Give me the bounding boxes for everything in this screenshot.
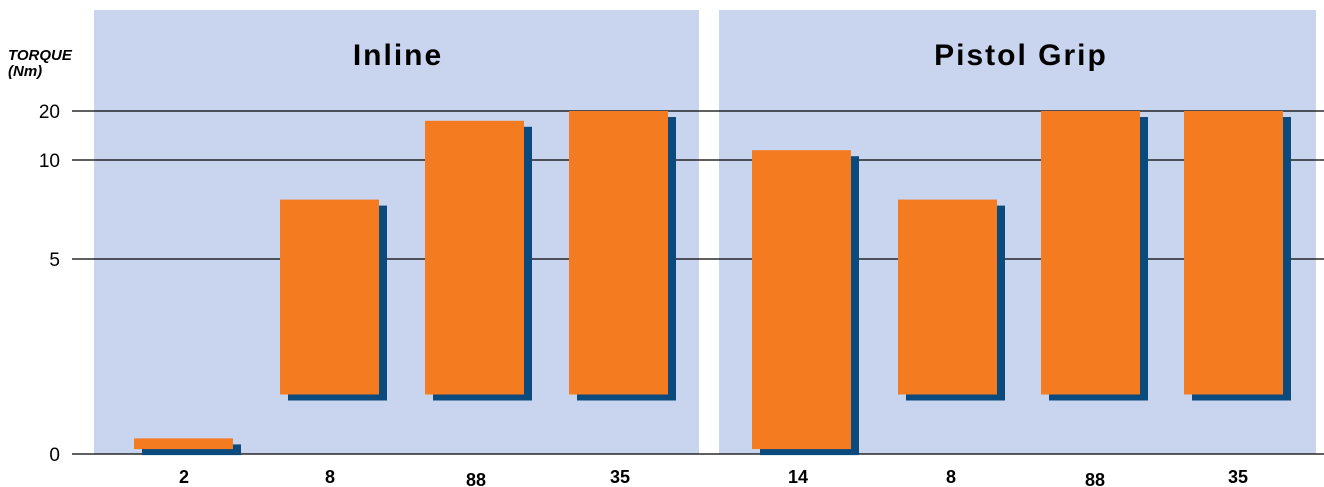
x-tick-label: 35 bbox=[1228, 467, 1248, 487]
y-axis-title-line1: TORQUE bbox=[8, 47, 73, 64]
bar bbox=[752, 150, 851, 450]
bar-shadow bbox=[142, 444, 241, 456]
bar bbox=[898, 199, 997, 395]
bar bbox=[569, 111, 668, 395]
bar bbox=[425, 120, 524, 395]
x-tick-label: 2 bbox=[179, 467, 189, 487]
panel-title-1: Inline bbox=[353, 39, 443, 72]
y-axis-title-line2: (Nm) bbox=[8, 63, 42, 80]
bar bbox=[1184, 111, 1283, 395]
bars bbox=[134, 111, 1291, 456]
x-tick-label: 14 bbox=[788, 467, 808, 487]
x-tick-label: 8 bbox=[946, 467, 956, 487]
panel-title-2: Pistol Grip bbox=[934, 39, 1108, 72]
y-tick-label: 10 bbox=[39, 151, 60, 172]
y-tick-label: 20 bbox=[39, 102, 60, 123]
x-tick-label: 8 bbox=[325, 467, 335, 487]
y-tick-label: 0 bbox=[49, 445, 60, 466]
bar bbox=[280, 199, 379, 395]
x-tick-label: 35 bbox=[610, 467, 630, 487]
x-tick-label: 88 bbox=[466, 470, 486, 487]
x-tick-label: 88 bbox=[1085, 470, 1105, 487]
bar bbox=[1041, 111, 1140, 395]
y-tick-label: 5 bbox=[49, 250, 60, 271]
bar bbox=[134, 438, 233, 450]
